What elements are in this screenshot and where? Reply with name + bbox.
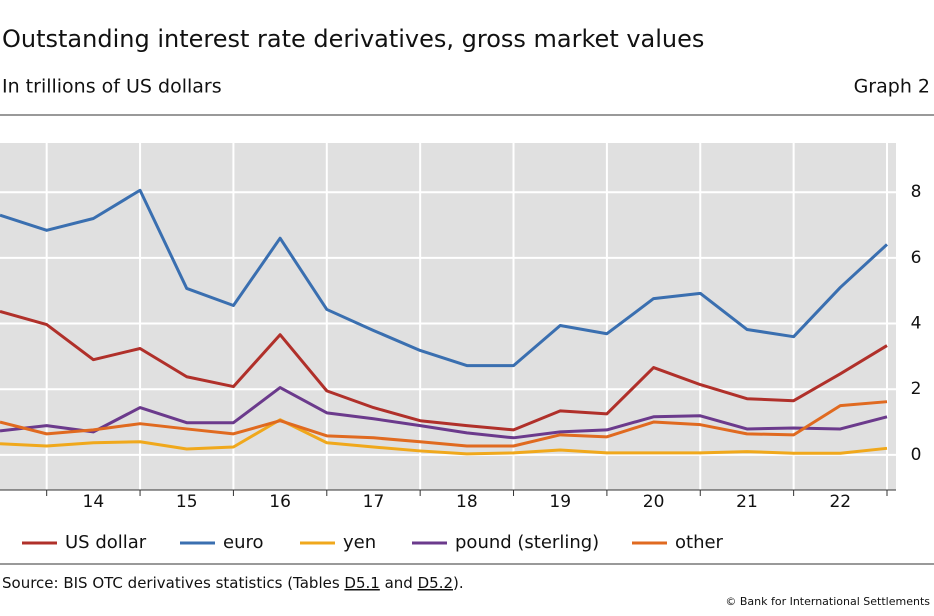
y-tick-label: 4 (911, 314, 922, 334)
series-line (0, 400, 888, 448)
y-tick-label: 2 (911, 379, 922, 399)
source-part: D5.1 (344, 574, 379, 592)
x-tick-label: 22 (829, 492, 851, 512)
legend-label: euro (223, 532, 264, 553)
x-tick-label: 14 (83, 492, 105, 512)
x-tick-label: 16 (269, 492, 291, 512)
x-tick-label: 21 (736, 492, 758, 512)
series-line (0, 386, 888, 440)
legend-label: pound (sterling) (455, 532, 599, 553)
series-line (0, 188, 889, 368)
plot-area (0, 143, 896, 490)
y-tick-label: 8 (911, 182, 922, 202)
source-part: Source: BIS OTC derivatives statistics (… (2, 574, 344, 592)
graph-label: Graph 2 (854, 76, 930, 98)
copyright: © Bank for International Settlements (725, 595, 930, 608)
x-tick-label: 20 (643, 492, 665, 512)
source-part: ). (453, 574, 464, 592)
x-tick-label: 19 (549, 492, 571, 512)
source-part: D5.2 (418, 574, 453, 592)
source-part: and (380, 574, 418, 592)
legend-label: other (675, 532, 724, 553)
x-tick-label: 18 (456, 492, 478, 512)
y-tick-label: 6 (911, 248, 922, 268)
chart-title: Outstanding interest rate derivatives, g… (2, 25, 704, 53)
legend-label: yen (343, 532, 376, 553)
y-tick-label: 0 (911, 445, 922, 465)
series-line (0, 418, 888, 456)
chart-subtitle: In trillions of US dollars (2, 76, 222, 98)
plot (0, 143, 896, 496)
source: Source: BIS OTC derivatives statistics (… (2, 574, 464, 592)
legend-label: US dollar (65, 532, 147, 553)
x-tick-label: 17 (363, 492, 385, 512)
series-line (0, 309, 888, 432)
x-tick-label: 15 (176, 492, 198, 512)
